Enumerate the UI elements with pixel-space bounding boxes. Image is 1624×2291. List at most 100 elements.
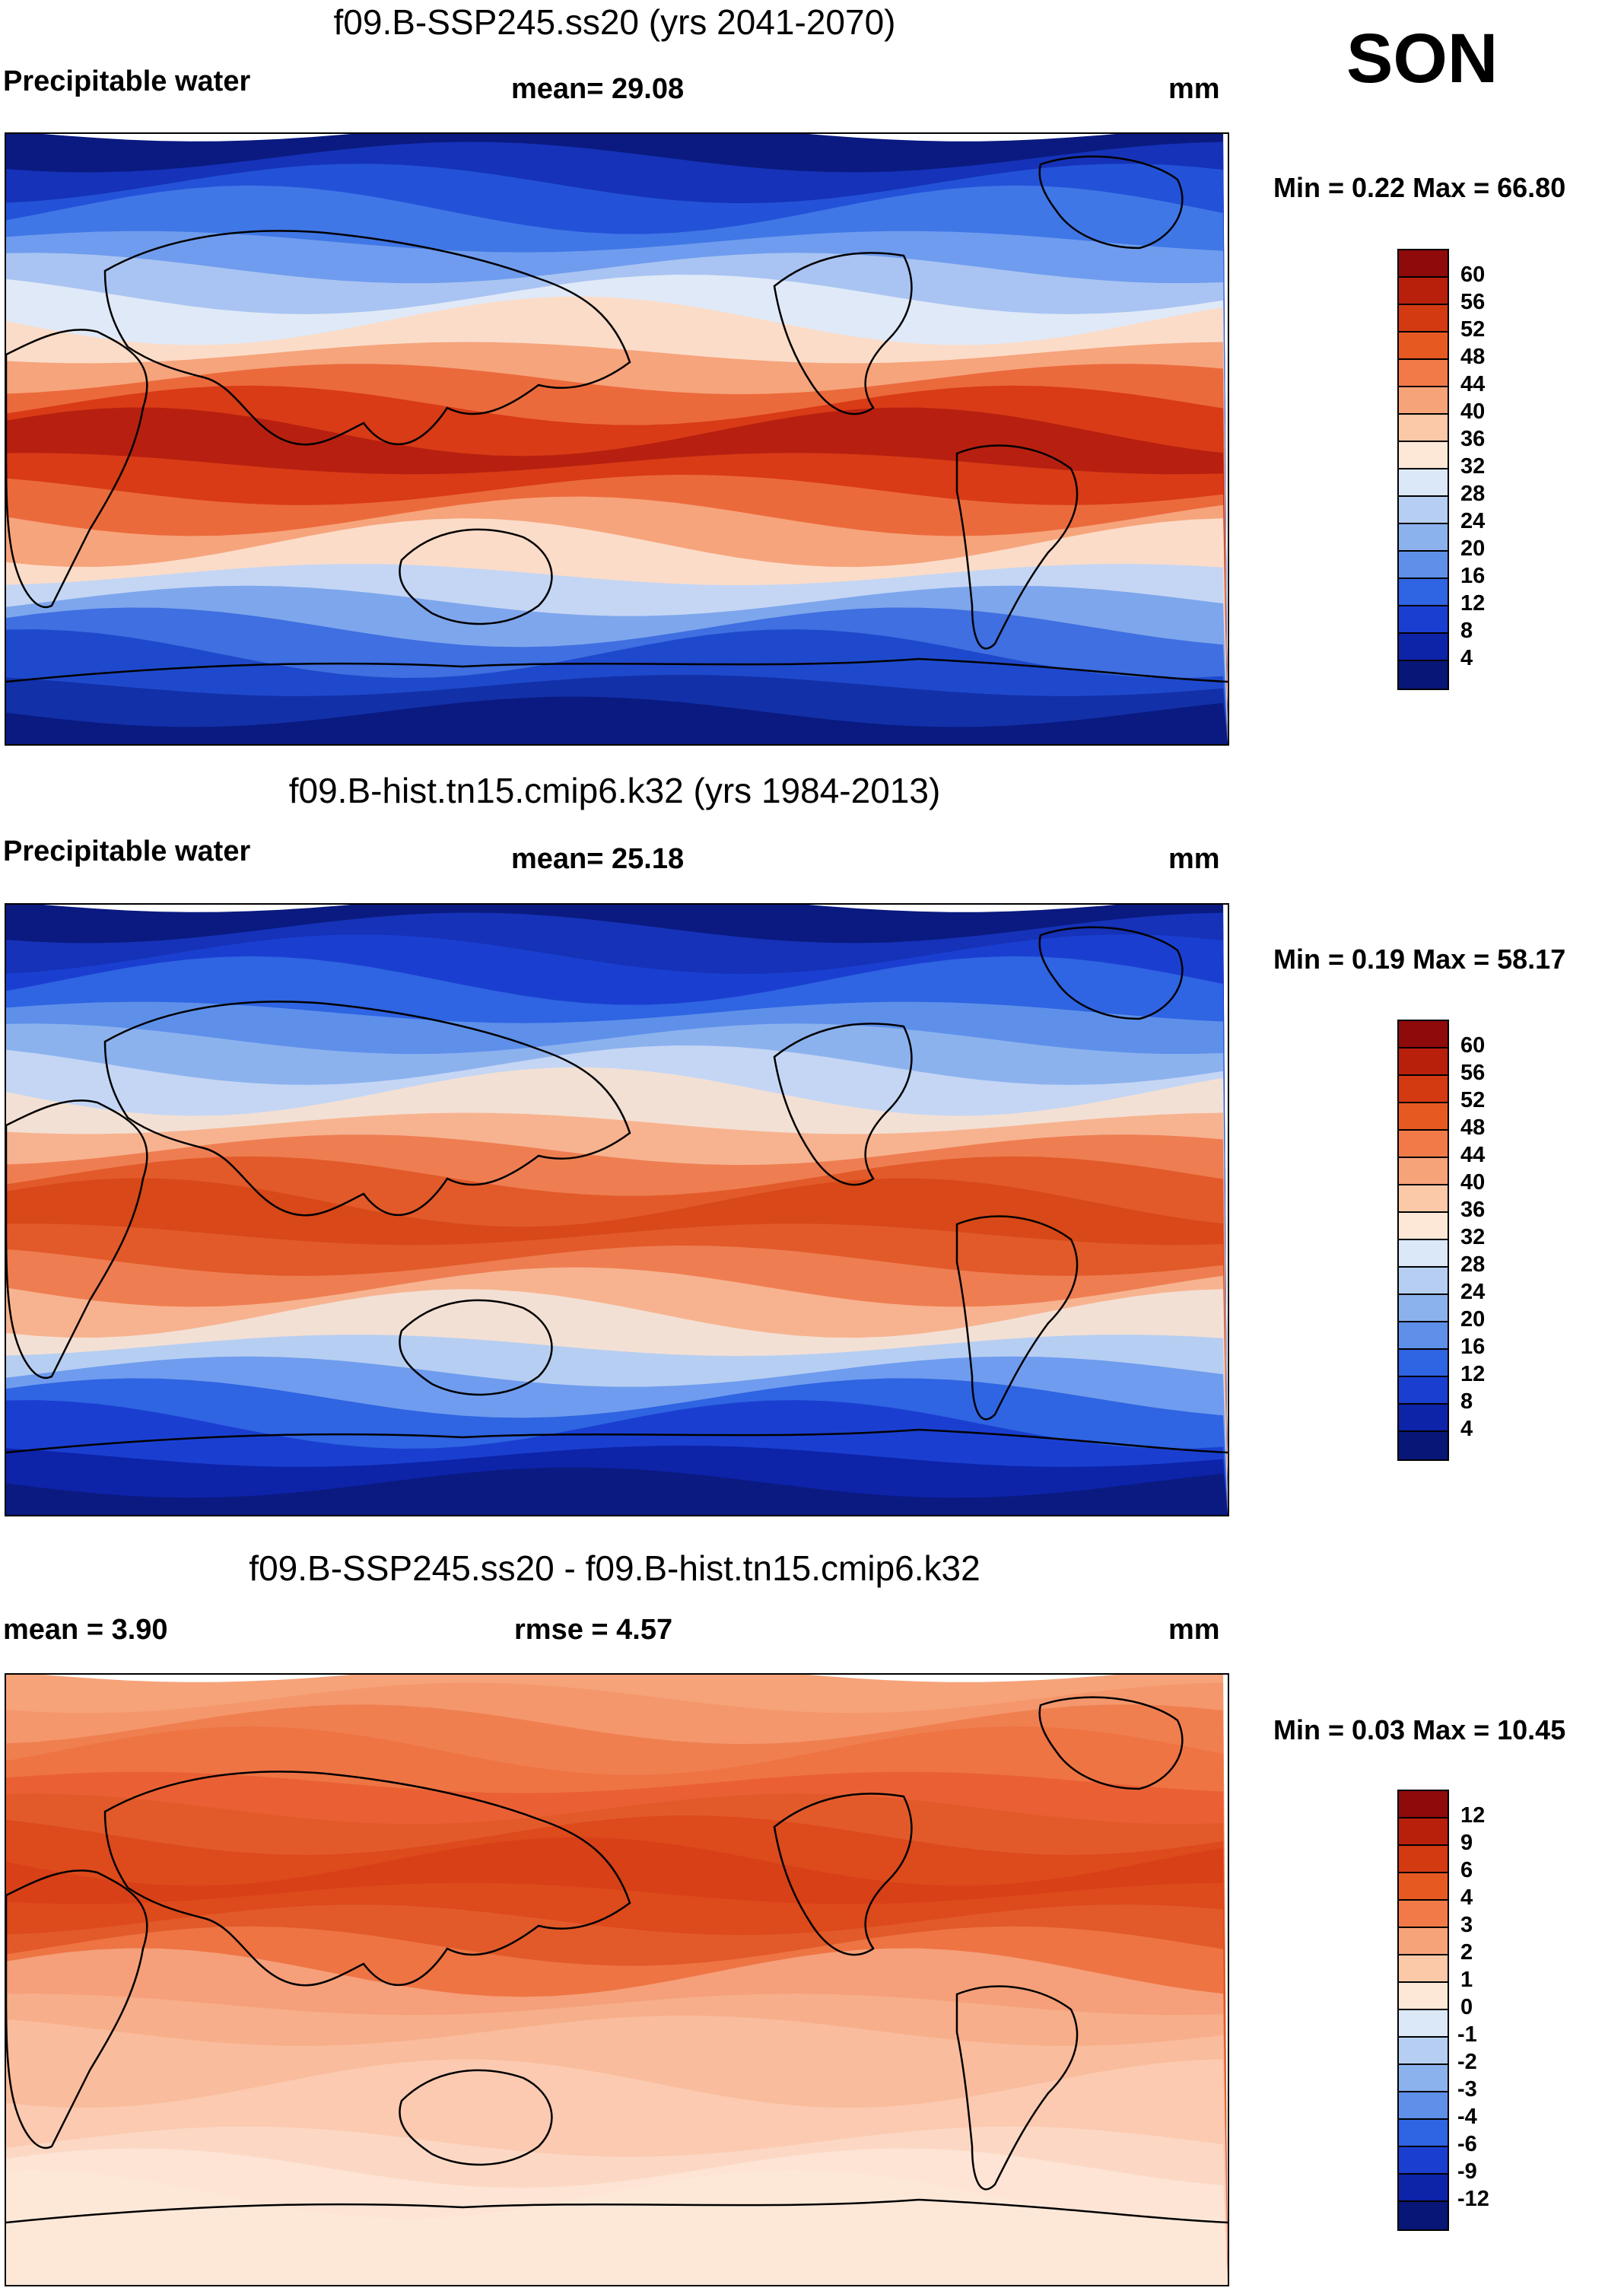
colorbar-segment	[1399, 1295, 1448, 1322]
colorbar-tick-label: 12	[1460, 591, 1486, 616]
colorbar-tick-label: 12	[1460, 1803, 1486, 1828]
units-label: mm	[1168, 843, 1220, 875]
colorbar-segment	[1399, 634, 1448, 661]
coastline	[955, 1215, 1079, 1421]
colorbar-segment	[1399, 1432, 1448, 1459]
colorbar-tick-label: 0	[1460, 1995, 1473, 2019]
antarctica-coastline	[6, 1428, 1228, 1454]
colorbar-tick-label: 40	[1460, 399, 1486, 424]
contour-band	[6, 2237, 1228, 2285]
coastline	[955, 444, 1079, 650]
colorbar-tick-label: 60	[1460, 263, 1486, 287]
colorbar-tick-label: -12	[1457, 2187, 1489, 2211]
colorbar-tick-label: -2	[1457, 2050, 1477, 2074]
colorbar-tick-label: 28	[1460, 482, 1486, 506]
colorbar-segment	[1399, 1021, 1448, 1048]
colorbar-tick-label: 6	[1460, 1858, 1473, 1882]
units-label: mm	[1168, 1614, 1220, 1646]
colorbar-segment	[1399, 2147, 1448, 2175]
colorbar-tick-label: 44	[1460, 1143, 1486, 1167]
colorbar-tick-label: 52	[1460, 1088, 1486, 1112]
colorbar-segment	[1399, 278, 1448, 305]
coastline	[6, 1869, 148, 2149]
colorbar-tick-label: 12	[1460, 1362, 1486, 1386]
colorbar-tick-label: -3	[1457, 2077, 1477, 2102]
colorbar-segment	[1399, 360, 1448, 387]
colorbar-tick-label: 24	[1460, 1280, 1486, 1304]
contour-band	[6, 696, 1228, 744]
variable-label: Precipitable water	[3, 65, 251, 97]
colorbar-segment	[1399, 1240, 1448, 1268]
mean-label: mean= 25.18	[511, 843, 685, 875]
mean-label: mean= 29.08	[511, 73, 685, 105]
colorbar-tick-label: 40	[1460, 1170, 1486, 1195]
colorbar-tick-label: 20	[1460, 536, 1486, 561]
colorbar-segment	[1399, 1901, 1448, 1928]
map-panel	[5, 132, 1229, 746]
colorbar-segment	[1399, 1268, 1448, 1295]
colorbar-segment	[1399, 1213, 1448, 1240]
colorbar-tick-label: 48	[1460, 345, 1486, 369]
colorbar-segment	[1399, 579, 1448, 606]
colorbar-tick-label: 32	[1460, 1225, 1486, 1249]
coastline	[1038, 155, 1184, 250]
map-panel	[5, 1673, 1229, 2286]
panel-title: f09.B-hist.tn15.cmip6.k32 (yrs 1984-2013…	[288, 771, 941, 810]
colorbar-tick-label: 3	[1460, 1913, 1473, 1937]
colorbar-segment	[1399, 2065, 1448, 2092]
coastline	[103, 1771, 631, 1987]
colorbar-segment	[1399, 1322, 1448, 1350]
colorbar-tick-label: 44	[1460, 372, 1486, 396]
colorbar-tick-label: 56	[1460, 290, 1486, 314]
colorbar	[1397, 1790, 1449, 2231]
antarctica-coastline	[6, 657, 1228, 683]
colorbar-segment	[1399, 2038, 1448, 2065]
colorbar-segment	[1399, 1405, 1448, 1432]
colorbar-tick-label: 8	[1460, 1389, 1473, 1414]
colorbar-segment	[1399, 1377, 1448, 1405]
coastline	[6, 329, 148, 609]
colorbar-tick-label: 32	[1460, 454, 1486, 479]
colorbar-segment	[1399, 415, 1448, 442]
min-max-label: Min = 0.22 Max = 66.80	[1273, 172, 1566, 203]
coastline	[399, 528, 553, 625]
colorbar-segment	[1399, 442, 1448, 469]
coastline	[6, 1099, 148, 1379]
map-image	[6, 1675, 1228, 2285]
colorbar-tick-label: 36	[1460, 1198, 1486, 1222]
colorbar-segment	[1399, 1158, 1448, 1185]
colorbar-tick-label: 4	[1460, 1885, 1473, 1910]
colorbar-tick-label: 2	[1460, 1940, 1473, 1965]
map-panel	[5, 903, 1229, 1516]
colorbar-segment	[1399, 2175, 1448, 2202]
colorbar-tick-label: 28	[1460, 1252, 1486, 1277]
colorbar-tick-label: 9	[1460, 1831, 1473, 1855]
colorbar	[1397, 1020, 1449, 1461]
coastline	[773, 252, 913, 415]
coastline	[1038, 1696, 1184, 1790]
colorbar-segment	[1399, 1350, 1448, 1377]
min-max-label: Min = 0.19 Max = 58.17	[1273, 943, 1566, 975]
colorbar-tick-label: 1	[1460, 1968, 1473, 1992]
coastline	[773, 1793, 913, 1956]
colorbar-tick-label: 56	[1460, 1061, 1486, 1085]
colorbar-tick-label: 48	[1460, 1115, 1486, 1140]
season-label: SON	[1346, 20, 1498, 97]
variable-label: Precipitable water	[3, 835, 251, 867]
min-max-label: Min = 0.03 Max = 10.45	[1273, 1714, 1566, 1745]
colorbar-segment	[1399, 305, 1448, 333]
colorbar-segment	[1399, 1076, 1448, 1103]
colorbar-segment	[1399, 1103, 1448, 1131]
colorbar-segment	[1399, 497, 1448, 524]
coastline	[773, 1023, 913, 1186]
colorbar-segment	[1399, 1131, 1448, 1158]
contour-band	[6, 1467, 1228, 1515]
colorbar-tick-label: -4	[1457, 2105, 1477, 2129]
coastline	[955, 1985, 1079, 2191]
colorbar-segment	[1399, 2010, 1448, 2038]
colorbar-segment	[1399, 2092, 1448, 2120]
colorbar-segment	[1399, 1791, 1448, 1818]
colorbar-segment	[1399, 1955, 1448, 1983]
coastline	[103, 1001, 631, 1217]
colorbar-tick-label: 52	[1460, 317, 1486, 342]
